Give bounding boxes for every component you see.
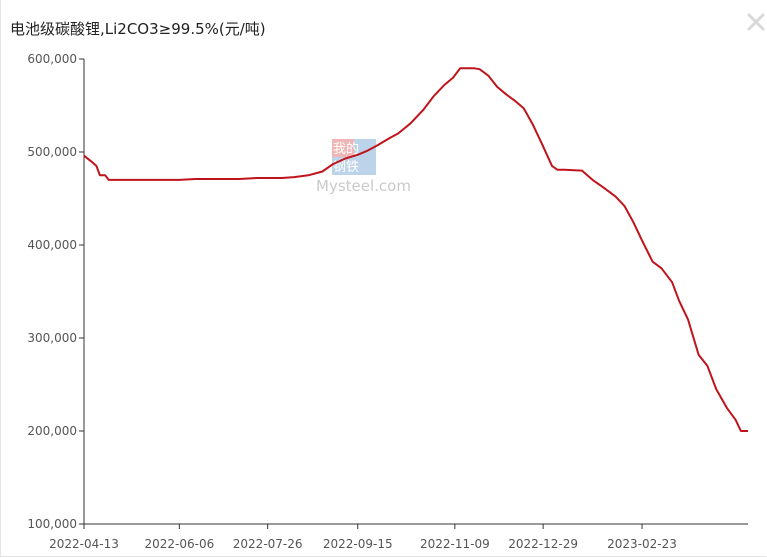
watermark: 我的 钢铁 Mysteel.com	[316, 139, 411, 195]
x-tick-label: 2022-07-26	[233, 537, 303, 551]
x-tick-label: 2022-11-09	[420, 537, 490, 551]
y-tick-label: 500,000	[27, 145, 77, 159]
x-tick-label: 2023-02-23	[607, 537, 677, 551]
watermark-cn-bottom: 钢铁	[333, 160, 359, 175]
x-tick-label: 2022-09-15	[323, 537, 393, 551]
x-tick-label: 2022-12-29	[508, 537, 578, 551]
y-tick-label: 200,000	[27, 424, 77, 438]
close-icon[interactable]	[744, 10, 767, 34]
y-tick-label: 100,000	[27, 517, 77, 531]
y-tick-label: 600,000	[27, 52, 77, 66]
watermark-text: Mysteel.com	[316, 177, 411, 195]
y-tick-label: 400,000	[27, 238, 77, 252]
series-line	[83, 67, 748, 432]
x-tick-label: 2022-06-06	[144, 537, 214, 551]
axes: 100,000 200,000 300,000 400,000 500,000 600,0…	[27, 52, 748, 551]
chart-title: 电池级碳酸锂,Li2CO3≥99.5%(元/吨)	[10, 20, 266, 38]
watermark-cn-top: 我的	[333, 141, 359, 157]
x-tick-label: 2022-04-13	[49, 537, 119, 551]
y-tick-label: 300,000	[27, 331, 77, 345]
series-group	[83, 67, 748, 432]
